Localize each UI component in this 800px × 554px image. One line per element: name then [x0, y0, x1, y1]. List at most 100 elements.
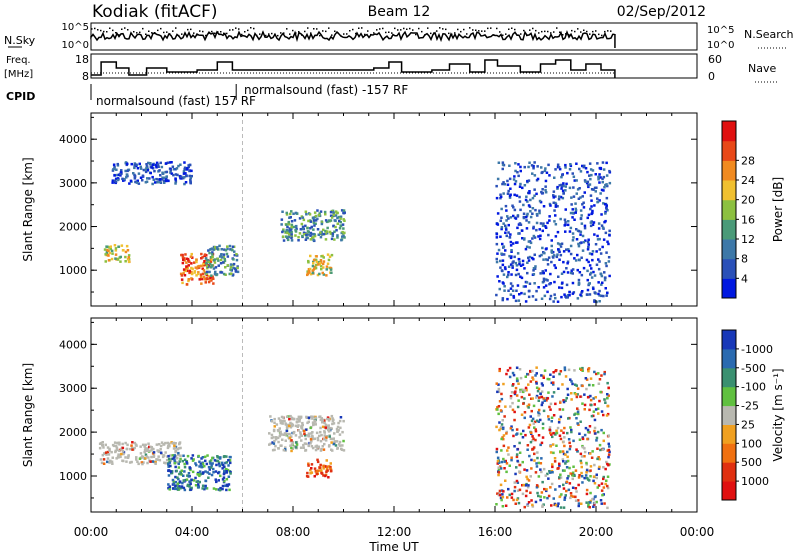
nsearch-point	[268, 33, 270, 35]
power-panel-cell	[577, 278, 581, 282]
power-panel-cell	[219, 258, 223, 262]
power-panel-cell	[200, 277, 204, 281]
power-panel-cell	[558, 258, 561, 261]
power-panel-cell	[532, 269, 535, 272]
velocity-panel-cell	[602, 475, 605, 479]
velocity-panel-cell	[222, 455, 226, 459]
velocity-panel-cell	[579, 452, 583, 456]
velocity-panel-cell	[338, 433, 342, 436]
power-panel-cell	[182, 268, 186, 271]
power-panel-cell	[343, 219, 346, 222]
power-panel-cell	[544, 167, 547, 170]
power-panel-cell	[514, 261, 518, 265]
power-panel-ytick-label: 4000	[59, 133, 87, 146]
power-panel-cell	[601, 161, 605, 164]
power-panel-cell	[334, 219, 337, 223]
power-panel-cell	[499, 195, 503, 198]
velocity-panel-cell	[337, 443, 341, 446]
power-panel-cell	[501, 167, 504, 171]
velocity-panel-cell	[580, 502, 583, 505]
power-panel-cell	[185, 267, 188, 270]
nsearch-point	[145, 33, 147, 35]
velocity-panel-cell	[163, 461, 166, 464]
power-panel-cell	[564, 230, 567, 233]
power-panel-cell	[587, 260, 590, 264]
power-panel-cell	[498, 280, 501, 283]
power-panel-cell	[329, 219, 333, 222]
velocity-panel-cell	[316, 436, 320, 440]
velocity-panel-cell	[571, 382, 574, 386]
velocity-panel-cell	[594, 495, 597, 498]
velocity-panel-cell	[521, 492, 525, 496]
power-panel-cell	[226, 255, 230, 258]
velocity-panel-cell	[307, 432, 311, 435]
velocity-panel-cell	[523, 411, 527, 414]
velocity-panel-cell	[496, 459, 500, 463]
velocity-panel-cell	[548, 426, 552, 429]
power-panel-cell	[519, 275, 522, 278]
power-panel-cell	[602, 168, 606, 171]
velocity-panel-cell	[167, 444, 170, 448]
velocity-panel-cell	[115, 457, 118, 460]
velocity-panel-cell	[291, 424, 294, 428]
xtick-label: 12:00	[377, 525, 412, 539]
power-panel-cell	[561, 196, 565, 200]
power-panel-cell	[235, 253, 238, 256]
power-panel-cell	[555, 255, 559, 259]
velocity-panel-cell	[201, 471, 205, 475]
velocity-panel-cell	[566, 393, 570, 396]
velocity-panel-cell	[500, 489, 504, 492]
power-panel-cell	[588, 174, 591, 177]
nsearch-point	[250, 27, 252, 29]
power-panel-cell	[517, 232, 520, 235]
velocity-panel-cell	[559, 476, 563, 479]
power-panel-cell	[520, 229, 524, 232]
power-panel-cell	[211, 251, 214, 254]
velocity-panel-cell	[106, 460, 109, 464]
velocity-panel-cell	[133, 441, 137, 445]
power-panel-cell	[550, 244, 553, 248]
power-panel-cell	[518, 200, 522, 203]
velocity-panel-cell	[602, 493, 605, 496]
power-colorbar-tick-label: 8	[741, 253, 748, 266]
velocity-panel-cell	[539, 392, 542, 395]
velocity-panel-cell	[528, 454, 531, 458]
velocity-panel-cell	[532, 422, 535, 425]
nsearch-point	[406, 28, 408, 30]
power-panel-cell	[290, 236, 293, 240]
power-panel-cell	[301, 216, 305, 219]
power-panel-cell	[280, 218, 284, 221]
power-panel-cell	[139, 167, 143, 170]
velocity-panel-cell	[204, 479, 207, 482]
nsearch-point	[196, 34, 198, 36]
velocity-panel-cell	[559, 437, 563, 441]
power-panel-cell	[120, 169, 123, 172]
power-panel-cell	[502, 181, 505, 184]
power-panel-cell	[231, 245, 235, 248]
power-panel-cell	[289, 216, 292, 219]
velocity-panel-cell	[277, 417, 281, 420]
velocity-panel-cell	[589, 452, 592, 455]
velocity-panel-cell	[559, 450, 562, 453]
power-panel-cell	[552, 190, 556, 193]
velocity-panel-cell	[198, 460, 201, 463]
velocity-panel-cell	[603, 398, 606, 401]
nsearch-point	[571, 29, 573, 32]
velocity-panel-cell	[578, 438, 582, 441]
velocity-panel-cell	[145, 455, 148, 458]
nave-tick-top: 60	[708, 53, 722, 66]
velocity-panel-cell	[531, 439, 534, 442]
velocity-panel-cell	[174, 449, 177, 452]
velocity-panel-cell	[304, 437, 307, 441]
velocity-panel-cell	[117, 441, 120, 445]
velocity-panel-cell	[168, 464, 172, 468]
cpid-mode-2: normalsound (fast) -157 RF	[244, 83, 408, 97]
velocity-panel-cell	[527, 501, 531, 504]
velocity-panel-cell	[146, 447, 150, 450]
power-panel-cell	[312, 258, 316, 262]
velocity-panel-cell	[176, 447, 179, 451]
power-panel-cell	[151, 175, 154, 179]
velocity-panel-ytick-label: 4000	[59, 338, 87, 351]
power-panel-cell	[586, 248, 590, 251]
nsearch-point	[238, 28, 240, 30]
